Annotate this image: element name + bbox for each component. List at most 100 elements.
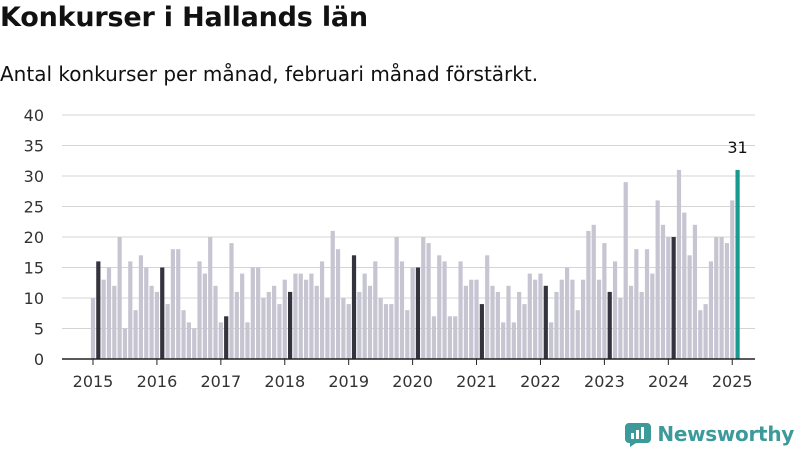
bar bbox=[410, 267, 415, 359]
bar bbox=[527, 273, 532, 359]
bar bbox=[474, 279, 479, 359]
bar bbox=[730, 200, 735, 359]
bar bbox=[421, 237, 426, 359]
bar bbox=[511, 322, 516, 359]
y-tick-label: 35 bbox=[24, 137, 44, 156]
y-tick-label: 0 bbox=[34, 350, 44, 369]
bar bbox=[431, 316, 437, 359]
bar bbox=[405, 310, 410, 359]
bar bbox=[703, 304, 708, 359]
bar bbox=[383, 304, 389, 359]
x-tick-label: 2019 bbox=[328, 372, 369, 391]
bar bbox=[362, 273, 367, 359]
bar bbox=[538, 273, 543, 359]
bar bbox=[533, 279, 538, 359]
bar bbox=[570, 279, 575, 359]
x-tick-label: 2016 bbox=[137, 372, 178, 391]
bar bbox=[724, 243, 730, 359]
bar bbox=[186, 322, 191, 359]
bar bbox=[469, 279, 474, 359]
bar bbox=[208, 237, 213, 359]
bar bbox=[389, 304, 394, 359]
bar bbox=[149, 285, 154, 359]
bar bbox=[367, 285, 373, 359]
x-tick-label: 2018 bbox=[264, 372, 305, 391]
latest-value-label: 31 bbox=[727, 138, 747, 157]
bar bbox=[714, 237, 719, 359]
bar bbox=[373, 261, 378, 359]
y-tick-label: 20 bbox=[24, 228, 44, 247]
y-axis-tick-labels: 0 5 10 15 20 25 30 35 40 bbox=[24, 106, 44, 369]
bar bbox=[666, 237, 671, 359]
bar bbox=[586, 230, 591, 359]
bar bbox=[170, 249, 176, 359]
bar bbox=[282, 279, 287, 359]
brand-name: Newsworthy bbox=[657, 422, 794, 446]
bar bbox=[580, 279, 586, 359]
bar bbox=[218, 322, 223, 359]
bar-february bbox=[415, 267, 421, 359]
bar bbox=[197, 261, 202, 359]
bar bbox=[319, 261, 325, 359]
bar-february bbox=[607, 291, 612, 359]
x-tick-label: 2023 bbox=[584, 372, 625, 391]
bar bbox=[453, 316, 458, 359]
y-tick-label: 30 bbox=[24, 167, 44, 186]
bar bbox=[549, 322, 554, 359]
bar bbox=[650, 273, 655, 359]
bar-february bbox=[96, 261, 101, 359]
bar bbox=[596, 279, 602, 359]
bar-february bbox=[288, 291, 293, 359]
x-axis-tick-labels: 2015 2016 2017 2018 2019 2020 2021 2022 2023 2024… bbox=[73, 372, 753, 391]
bar bbox=[90, 298, 96, 359]
bar bbox=[346, 304, 351, 359]
bar bbox=[192, 328, 197, 359]
bar bbox=[565, 267, 570, 359]
newsworthy-logo-icon bbox=[625, 423, 652, 447]
bar bbox=[165, 304, 170, 359]
bar bbox=[240, 273, 245, 359]
newsworthy-brand: Newsworthy bbox=[625, 419, 794, 449]
x-tick-label: 2015 bbox=[73, 372, 114, 391]
bar-february bbox=[543, 285, 548, 359]
bar bbox=[261, 298, 266, 359]
bar bbox=[676, 169, 682, 359]
bar bbox=[298, 273, 303, 359]
bar bbox=[687, 255, 692, 359]
x-tick-label: 2021 bbox=[456, 372, 497, 391]
bar bbox=[463, 285, 468, 359]
bar bbox=[357, 291, 362, 359]
bar bbox=[181, 310, 186, 359]
bar-latest bbox=[735, 169, 740, 359]
y-tick-label: 25 bbox=[24, 198, 44, 217]
gridlines bbox=[62, 114, 755, 329]
x-tick-label: 2017 bbox=[200, 372, 241, 391]
bar bbox=[229, 243, 234, 359]
bar bbox=[122, 328, 128, 359]
bar bbox=[708, 261, 714, 359]
x-axis bbox=[62, 358, 755, 365]
bar bbox=[426, 243, 431, 359]
bar bbox=[660, 224, 666, 359]
bar-february bbox=[671, 237, 676, 359]
bar bbox=[277, 304, 282, 359]
bar bbox=[554, 291, 559, 359]
bar bbox=[202, 273, 207, 359]
bar bbox=[106, 267, 112, 359]
bar bbox=[559, 279, 564, 359]
bar-february bbox=[479, 304, 484, 359]
bar bbox=[314, 285, 319, 359]
x-tick-label: 2022 bbox=[520, 372, 561, 391]
bar bbox=[692, 224, 698, 359]
bar bbox=[575, 310, 580, 359]
bar bbox=[309, 273, 314, 359]
bar bbox=[644, 249, 650, 359]
data-labels: 31 bbox=[727, 138, 747, 157]
bar bbox=[325, 298, 330, 359]
x-tick-label: 2024 bbox=[648, 372, 689, 391]
bar-february bbox=[224, 316, 229, 359]
bar bbox=[272, 285, 277, 359]
bar bbox=[293, 273, 298, 359]
bar bbox=[250, 267, 255, 359]
bar bbox=[719, 237, 724, 359]
